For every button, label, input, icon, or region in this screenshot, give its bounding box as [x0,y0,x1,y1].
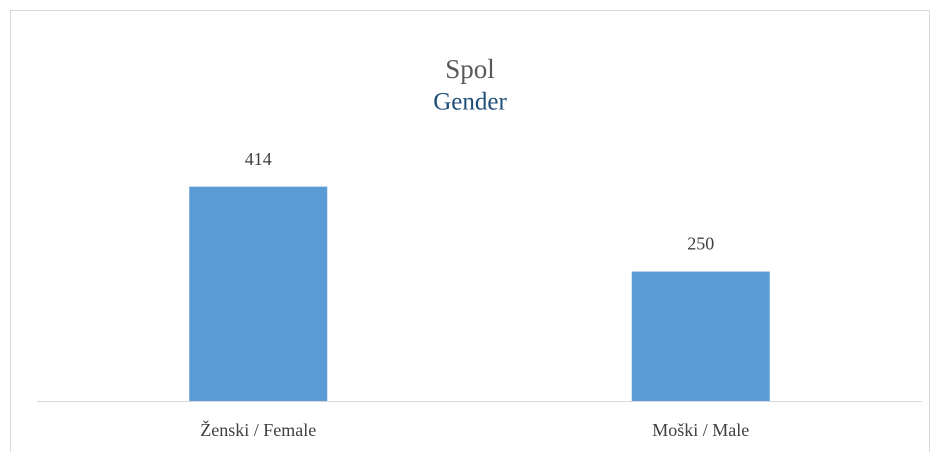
chart-title: Spol [445,54,495,84]
data-label: 250 [687,234,714,254]
x-tick-label: Moški / Male [652,420,749,440]
bar [631,271,770,401]
bar [189,186,328,401]
x-tick-label: Ženski / Female [200,419,316,440]
chart-subtitle: Gender [433,89,507,116]
chart-border [10,10,930,452]
data-label: 414 [245,149,272,169]
